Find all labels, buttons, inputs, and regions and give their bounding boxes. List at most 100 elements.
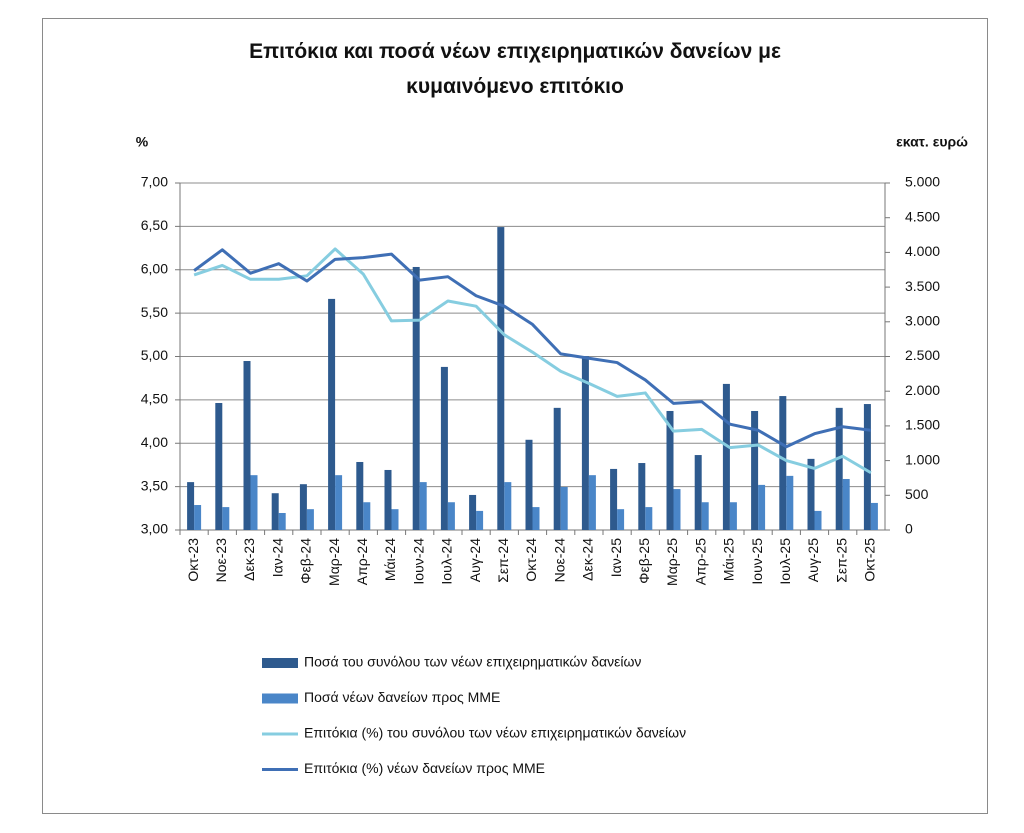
bar (469, 494, 477, 530)
x-tick-label: Ιουν-25 (749, 538, 765, 585)
x-tick-label: Απρ-24 (354, 538, 370, 585)
bar (215, 402, 223, 530)
x-tick-label: Οκτ-25 (862, 538, 878, 582)
y2-tick-label: 3.500 (905, 278, 940, 294)
x-tick-label: Αυγ-25 (805, 538, 821, 582)
line (193, 247, 872, 475)
bar (250, 475, 258, 530)
x-tick-label: Ιαν-24 (269, 538, 285, 577)
bar (356, 461, 364, 530)
legend-label: Ποσά νέων δανείων προς ΜΜΕ (304, 689, 500, 705)
bar (243, 361, 251, 530)
y-tick-label: 7,00 (141, 174, 168, 190)
legend-swatch (262, 658, 298, 668)
bar (194, 505, 202, 530)
y2-axis-label: εκατ. ευρώ (896, 134, 968, 150)
legend-swatch (262, 693, 298, 704)
y2-tick-label: 2.000 (905, 382, 940, 398)
y2-tick-label: 3.000 (905, 313, 940, 329)
bar (419, 482, 427, 530)
x-tick-label: Μαρ-24 (326, 538, 342, 586)
bar (476, 510, 484, 530)
x-tick-label: Ιουλ-25 (777, 538, 793, 585)
bar (447, 502, 455, 530)
bar (532, 507, 540, 530)
bar (553, 407, 561, 530)
x-tick-label: Ιαν-25 (608, 538, 624, 577)
y2-tick-label: 500 (905, 486, 929, 502)
x-tick-label: Απρ-25 (692, 538, 708, 585)
y-tick-label: 6,50 (141, 217, 168, 233)
bar (779, 396, 787, 530)
bar (722, 383, 730, 530)
bar (870, 502, 878, 530)
legend-label: Επιτόκια (%) νέων δανείων προς ΜΜΕ (304, 760, 545, 776)
bar (363, 502, 371, 530)
y2-tick-label: 4.000 (905, 243, 940, 259)
chart-frame (42, 18, 988, 814)
bar (328, 298, 336, 530)
bar (610, 468, 618, 530)
bar (560, 486, 568, 530)
x-tick-label: Σεπ-24 (495, 538, 511, 583)
legend-label: Ποσά του συνόλου των νέων επιχειρηματικώ… (304, 654, 641, 670)
chart-title: Επιτόκια και ποσά νέων επιχειρηματικών δ… (249, 40, 781, 98)
x-tick-label: Δεκ-23 (241, 538, 257, 581)
bar (384, 469, 392, 530)
x-tick-label: Μάι-24 (382, 538, 398, 581)
bar (758, 484, 766, 530)
legend-label: Επιτόκια (%) του συνόλου των νέων επιχει… (304, 725, 686, 741)
bar (701, 502, 709, 530)
bar (440, 366, 448, 530)
bar (842, 478, 850, 530)
x-tick-label: Ιουν-24 (410, 538, 426, 585)
bar (814, 510, 822, 530)
y2-tick-label: 1.000 (905, 451, 940, 467)
x-tick-label: Φεβ-24 (298, 538, 314, 584)
y-tick-label: 5,00 (141, 347, 168, 363)
bar (271, 493, 279, 530)
bar (786, 475, 794, 530)
bar (729, 502, 737, 530)
x-tick-label: Μάι-25 (721, 538, 737, 581)
line (193, 248, 872, 449)
bar (187, 482, 195, 530)
x-tick-label: Οκτ-23 (185, 538, 201, 582)
bar (525, 439, 533, 530)
y-tick-label: 4,00 (141, 434, 168, 450)
bar (497, 227, 505, 530)
bar (835, 407, 843, 530)
bar (299, 484, 307, 530)
x-tick-label: Αυγ-24 (467, 538, 483, 582)
bar (751, 410, 759, 530)
bar (666, 410, 674, 530)
bar (863, 404, 871, 530)
x-tick-label: Ιουλ-24 (439, 538, 455, 585)
bar (645, 507, 653, 530)
y2-tick-label: 5.000 (905, 174, 940, 190)
y2-tick-label: 2.500 (905, 347, 940, 363)
y-tick-label: 3,00 (141, 521, 168, 537)
y2-tick-label: 4.500 (905, 208, 940, 224)
bar (306, 509, 314, 530)
x-tick-label: Φεβ-25 (636, 538, 652, 584)
x-tick-label: Οκτ-24 (523, 538, 539, 582)
x-tick-label: Σεπ-25 (833, 538, 849, 583)
y-tick-label: 6,00 (141, 260, 168, 276)
x-tick-label: Νοε-23 (213, 538, 229, 583)
y-tick-label: 3,50 (141, 477, 168, 493)
bar (638, 463, 646, 530)
x-tick-label: Νοε-24 (551, 538, 567, 583)
bar (673, 489, 681, 530)
x-tick-label: Δεκ-24 (580, 538, 596, 581)
bar (335, 475, 343, 530)
bar (504, 482, 512, 530)
y2-tick-label: 1.500 (905, 417, 940, 433)
y-tick-label: 5,50 (141, 304, 168, 320)
bar (807, 458, 815, 530)
x-tick-label: Μαρ-25 (664, 538, 680, 586)
y-axis-label: % (136, 134, 149, 150)
bar (412, 266, 420, 530)
